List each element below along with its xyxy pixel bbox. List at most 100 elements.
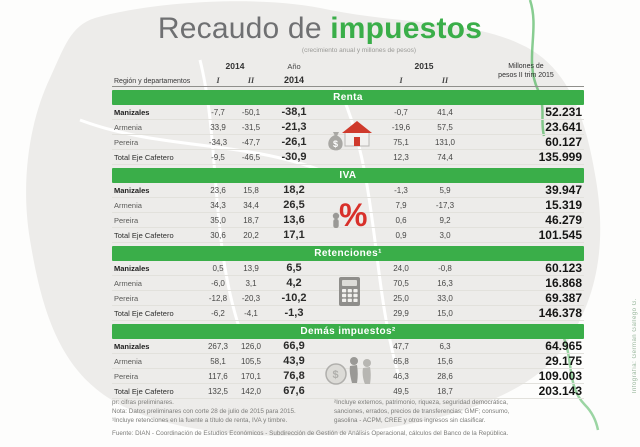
value-2014-i: 117,6: [208, 371, 228, 381]
table-row: Pereira -12,8 -20,3 -10,2 25,0 33,0 69.387: [112, 291, 584, 306]
footnotes-right: ²Incluye externos, patrimonio, riqueza, …: [334, 398, 522, 425]
section-0: Renta $ Manizales -7,7 -50,1 -38,1 -0,7 41,4 52.…: [112, 90, 584, 165]
map-green-border: [558, 329, 600, 431]
region-label: Manizales: [114, 185, 150, 195]
table-row: Manizales 23,6 15,8 18,2 -1,3 5,9 39.947: [112, 183, 584, 198]
value-millones: 69.387: [545, 291, 582, 305]
table-header: Región y departamentos 2014 I II Año 201…: [112, 57, 584, 87]
value-2015-ii: 6,3: [439, 341, 451, 351]
value-2014-ii: -4,1: [244, 308, 258, 318]
value-millones: 60.123: [545, 261, 582, 275]
value-2015-i: 12,3: [393, 152, 409, 162]
value-2014-i: 267,3: [207, 341, 229, 351]
value-2014-i: -7,7: [211, 107, 225, 117]
value-2015-i: 65,8: [393, 356, 409, 366]
section-2: Retenciones¹ Manizales 0,5 13,9 6,5 24,0 -0,8 6…: [112, 246, 584, 321]
value-2014-ii: 126,0: [240, 341, 262, 351]
value-millones: 23.641: [545, 120, 582, 134]
value-2015-ii: -0,8: [438, 263, 452, 273]
col-anio-year-header: 2014: [283, 75, 305, 85]
value-2015-i: 0,9: [395, 230, 407, 240]
col-millones-line1: Millones de: [508, 62, 544, 70]
value-2014-ii: 13,9: [243, 263, 259, 273]
value-anio-2014: 66,9: [283, 340, 305, 352]
footnotes-left: pr: cifras preliminares. Nota: Datos pre…: [112, 398, 330, 425]
value-2015-ii: 131,0: [434, 137, 456, 147]
value-anio-2014: -30,9: [281, 151, 307, 163]
value-anio-2014: -21,3: [281, 121, 307, 133]
value-millones: 146.378: [538, 306, 582, 320]
table-row: Total Eje Cafetero 132,5 142,0 67,6 49,5 18,7…: [112, 384, 584, 399]
section-header-bar: Renta: [112, 90, 584, 105]
value-2014-ii: 142,0: [240, 386, 262, 396]
section-header-bar: Retenciones¹: [112, 246, 584, 261]
value-2015-ii: 9,2: [439, 215, 451, 225]
value-2015-ii: 5,9: [439, 185, 451, 195]
region-label: Pereira: [114, 215, 139, 225]
region-label: Armenia: [114, 356, 142, 366]
value-2014-i: -6,2: [211, 308, 225, 318]
value-2015-i: 49,5: [393, 386, 409, 396]
table-row: Armenia 58,1 105,5 43,9 65,8 15,6 29.175: [112, 354, 584, 369]
value-2015-i: 46,3: [393, 371, 409, 381]
table-row: Armenia -6,0 3,1 4,2 70,5 16,3 16.868: [112, 276, 584, 291]
section-title: IVA: [339, 170, 357, 181]
value-2014-ii: -20,3: [241, 293, 261, 303]
value-millones: 101.545: [538, 228, 582, 242]
col-anio-header: Año: [287, 62, 301, 71]
value-2014-i: 23,6: [210, 185, 226, 195]
col-2015-ii-header: II: [441, 76, 449, 85]
value-2014-ii: -31,5: [241, 122, 261, 132]
value-2015-ii: 3,0: [439, 230, 451, 240]
value-2015-ii: 74,4: [437, 152, 453, 162]
value-anio-2014: 67,6: [283, 385, 305, 397]
value-millones: 46.279: [545, 213, 582, 227]
table-row: Pereira 35,0 18,7 13,6 0,6 9,2 46.279: [112, 213, 584, 228]
region-label: Total Eje Cafetero: [114, 230, 174, 240]
value-anio-2014: -10,2: [281, 292, 307, 304]
map-border-line: [79, 118, 321, 172]
value-2014-i: 33,9: [210, 122, 226, 132]
value-millones: 29.175: [545, 354, 582, 368]
footnote-2: ²Incluye externos, patrimonio, riqueza, …: [334, 399, 510, 425]
value-2015-ii: 57,5: [437, 122, 453, 132]
value-2014-ii: 34,4: [243, 200, 259, 210]
value-2014-i: 0,5: [212, 263, 224, 273]
value-anio-2014: 26,5: [283, 199, 305, 211]
section-header-bar: IVA: [112, 168, 584, 183]
region-label: Pereira: [114, 371, 139, 381]
value-anio-2014: 43,9: [283, 355, 305, 367]
tax-table: Región y departamentos 2014 I II Año 201…: [112, 57, 584, 399]
value-2015-i: 7,9: [395, 200, 407, 210]
footnote-1: ¹Incluye retenciones en la fuente a títu…: [112, 417, 288, 425]
value-2015-ii: 15,6: [437, 356, 453, 366]
value-2014-ii: 15,8: [243, 185, 259, 195]
value-anio-2014: 13,6: [283, 214, 305, 226]
table-row: Manizales 267,3 126,0 66,9 47,7 6,3 64.965: [112, 339, 584, 354]
region-label: Armenia: [114, 278, 142, 288]
value-2015-i: 29,9: [393, 308, 409, 318]
value-anio-2014: 76,8: [283, 370, 305, 382]
value-millones: 60.127: [545, 135, 582, 149]
value-2015-ii: 41,4: [437, 107, 453, 117]
value-2014-ii: -50,1: [241, 107, 261, 117]
value-2014-ii: 170,1: [240, 371, 262, 381]
value-2014-i: 30,6: [210, 230, 226, 240]
value-millones: 64.965: [545, 339, 582, 353]
value-anio-2014: -38,1: [281, 106, 307, 118]
value-millones: 109.003: [538, 369, 582, 383]
table-row: Total Eje Cafetero -9,5 -46,5 -30,9 12,3 74,4…: [112, 150, 584, 165]
value-2015-i: -0,7: [394, 107, 408, 117]
region-label: Total Eje Cafetero: [114, 386, 174, 396]
value-2015-i: -1,3: [394, 185, 408, 195]
col-region-header: Región y departamentos: [114, 78, 191, 85]
section-title: Retenciones¹: [314, 248, 382, 259]
value-2014-i: -34,3: [208, 137, 228, 147]
region-label: Total Eje Cafetero: [114, 152, 174, 162]
value-2015-ii: 28,6: [437, 371, 453, 381]
value-2014-i: 58,1: [210, 356, 226, 366]
value-2015-i: 0,6: [395, 215, 407, 225]
value-2014-i: -6,0: [211, 278, 225, 288]
table-row: Armenia 34,3 34,4 26,5 7,9 -17,3 15.319: [112, 198, 584, 213]
